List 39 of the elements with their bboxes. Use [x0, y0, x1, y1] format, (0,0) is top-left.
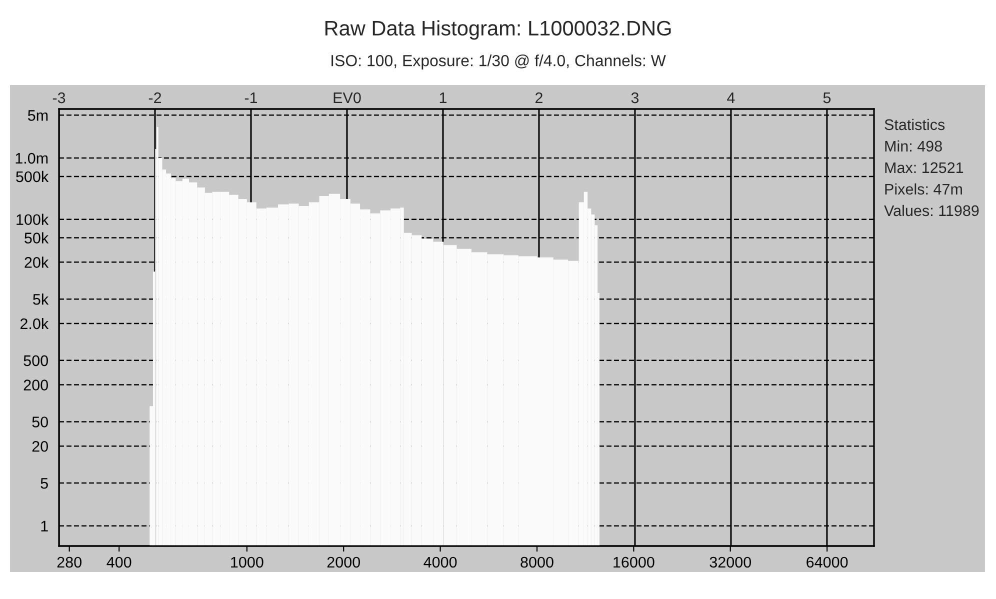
- y-tick-label: 200: [24, 380, 48, 390]
- chart-title: Raw Data Histogram: L1000032.DNG: [325, 20, 671, 40]
- text: Pixels: 47m: [885, 183, 962, 195]
- chart-subtitle: ISO: 100, Exposure: 1/30 @ f/4.0, Channels: W: [332, 54, 666, 70]
- x-tick-label: 8000: [520, 556, 554, 568]
- x-tick-label: 400: [106, 556, 132, 568]
- text: Statistics: [884, 118, 945, 130]
- y-tick-label: 500: [24, 355, 48, 366]
- x-tick-label: 2000: [327, 556, 360, 568]
- x-tick-label: 64000: [806, 556, 848, 568]
- y-tick-label: 5m: [28, 110, 48, 121]
- y-tick-label: 20: [32, 440, 48, 452]
- x-tick-label: 280: [57, 556, 82, 568]
- text: Max: 12521: [885, 162, 964, 174]
- x-tick-label: 16000: [614, 556, 654, 568]
- x-tick-label: 1000: [231, 556, 264, 568]
- x2-tick-label: EV0: [334, 92, 361, 104]
- y-tick-label: 50k: [24, 232, 49, 244]
- x2-tick-label: 5: [823, 92, 831, 104]
- y-tick-label: 500k: [16, 170, 49, 182]
- text: Values: 11989: [884, 204, 979, 216]
- x-tick-label: 4000: [424, 556, 457, 568]
- x2-tick-label: -2: [148, 92, 162, 104]
- y-tick-label: 1.0m: [16, 152, 48, 164]
- y-tick-label: 5: [40, 478, 48, 489]
- x2-tick-label: 4: [727, 92, 735, 104]
- y-tick-label: 2.0k: [20, 318, 49, 330]
- x2-tick-label: 2: [535, 92, 542, 104]
- y-tick-label: 100k: [16, 214, 49, 226]
- x2-tick-label: -3: [52, 92, 66, 104]
- x2-tick-label: -1: [244, 92, 258, 104]
- y-tick-label: 50: [32, 416, 48, 428]
- y-tick-label: 20k: [24, 256, 49, 268]
- text: Min: 498: [885, 140, 942, 152]
- y-tick-label: 1: [41, 520, 48, 532]
- x2-tick-label: 3: [631, 92, 639, 104]
- y-tick-label: 5k: [33, 294, 49, 305]
- x2-tick-label: 1: [440, 92, 446, 104]
- x-tick-label: 32000: [710, 556, 752, 568]
